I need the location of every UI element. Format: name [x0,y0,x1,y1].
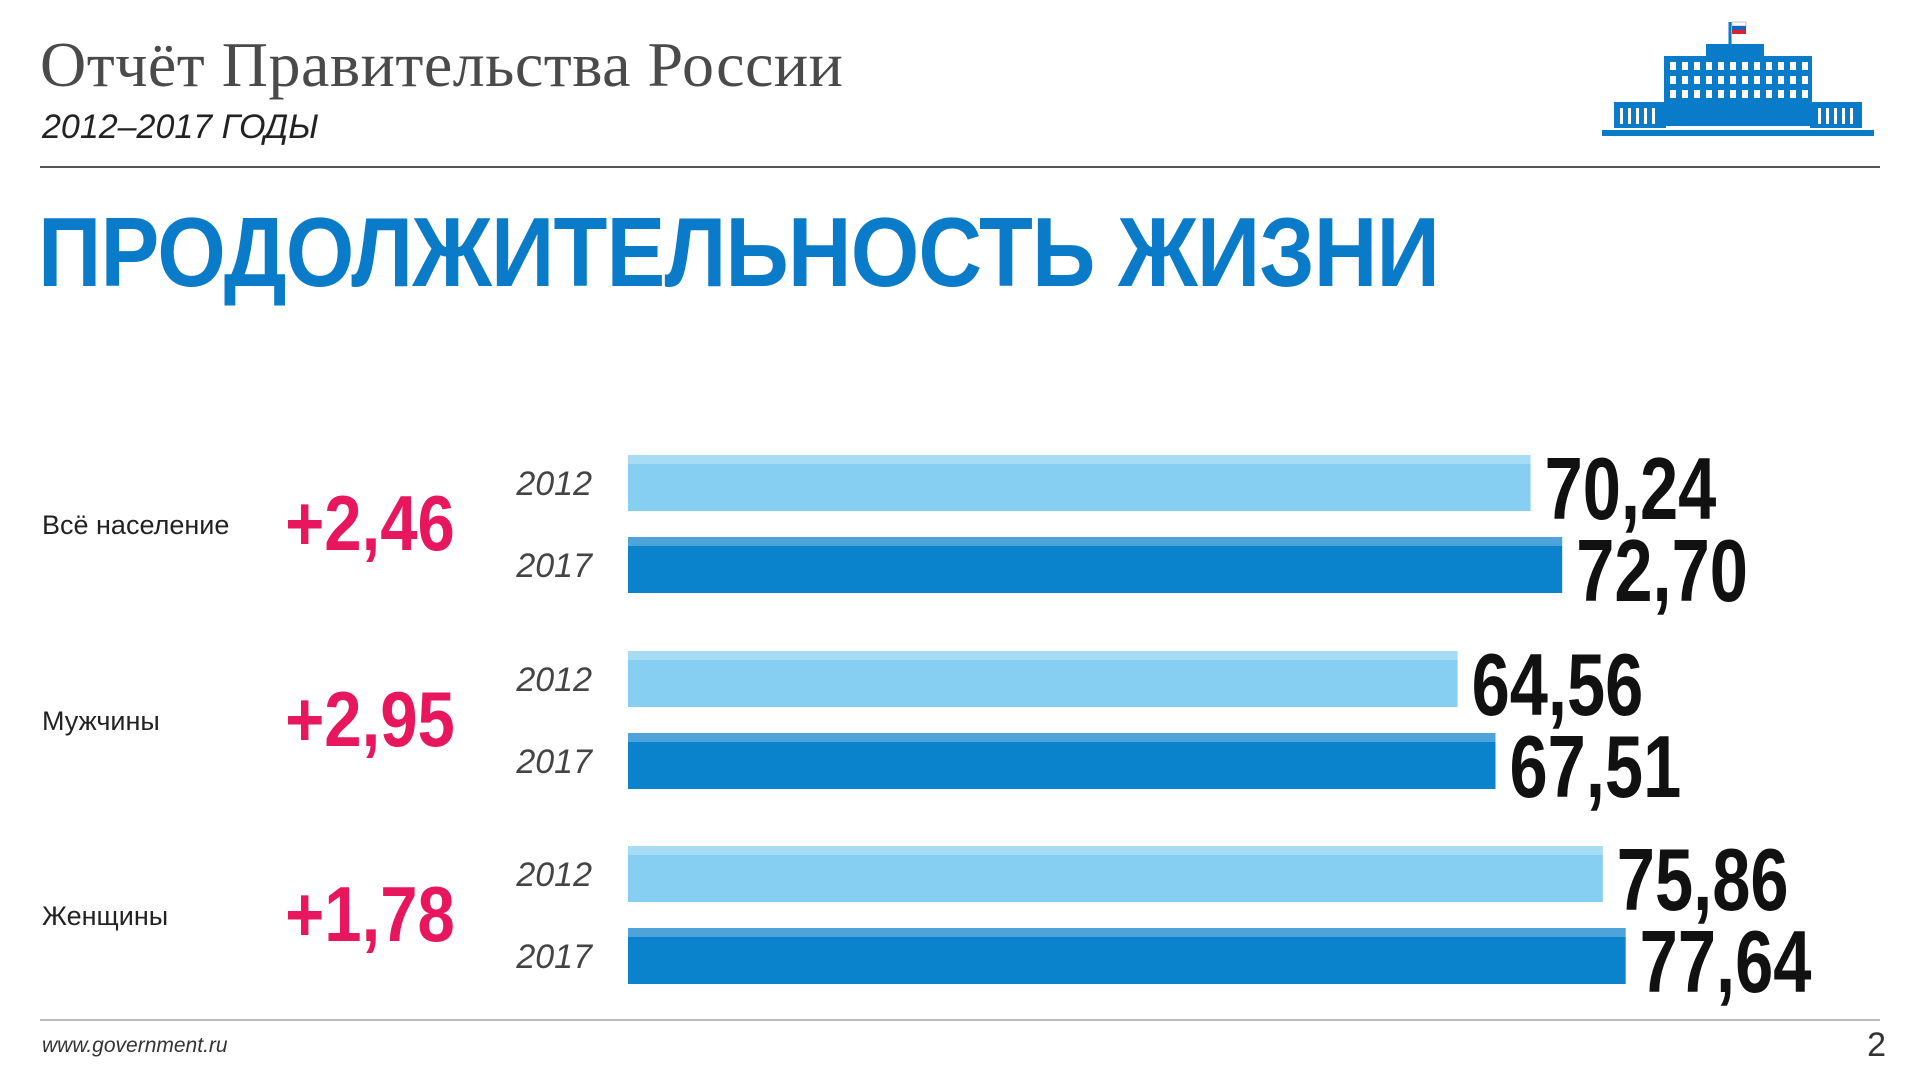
bar-2017 [628,928,1626,984]
year-label: 2012 [515,465,592,503]
footer-divider [40,1019,1880,1021]
year-label: 2017 [515,938,593,976]
bar-2017 [628,733,1496,789]
group-label: Всё население [42,510,229,540]
page-title: ПРОДОЛЖИТЕЛЬНОСТЬ ЖИЗНИ [38,197,1440,307]
page-number: 2 [1867,1026,1886,1064]
year-label: 2012 [515,856,592,894]
header-subtitle: 2012–2017 ГОДЫ [42,108,319,146]
value-label: 70,24 [1545,440,1717,538]
year-label: 2017 [515,547,593,585]
delta-value: +2,46 [285,480,455,567]
bar-highlight [628,928,1626,937]
group-label: Мужчины [42,706,160,736]
bar-2017 [628,537,1563,593]
value-label: 64,56 [1472,636,1644,734]
value-label: 75,86 [1617,831,1789,929]
year-label: 2012 [515,661,592,699]
group-label: Женщины [42,901,168,931]
footer-url: www.government.ru [42,1034,228,1057]
delta-value: +2,95 [285,676,455,763]
bar-highlight [628,846,1603,855]
bar-2012 [628,846,1603,902]
header-divider [40,166,1880,168]
value-label: 67,51 [1510,718,1682,816]
bar-highlight [628,537,1563,546]
government-building-icon [1602,21,1874,136]
header-title: Отчёт Правительства России [40,29,844,100]
value-label: 77,64 [1640,913,1812,1011]
bar-2012 [628,651,1458,707]
year-label: 2017 [515,743,593,781]
delta-value: +1,78 [285,871,455,958]
value-label: 72,70 [1576,522,1748,620]
bar-2012 [628,455,1531,511]
bar-highlight [628,733,1496,742]
bar-highlight [628,651,1458,660]
bar-highlight [628,455,1531,464]
